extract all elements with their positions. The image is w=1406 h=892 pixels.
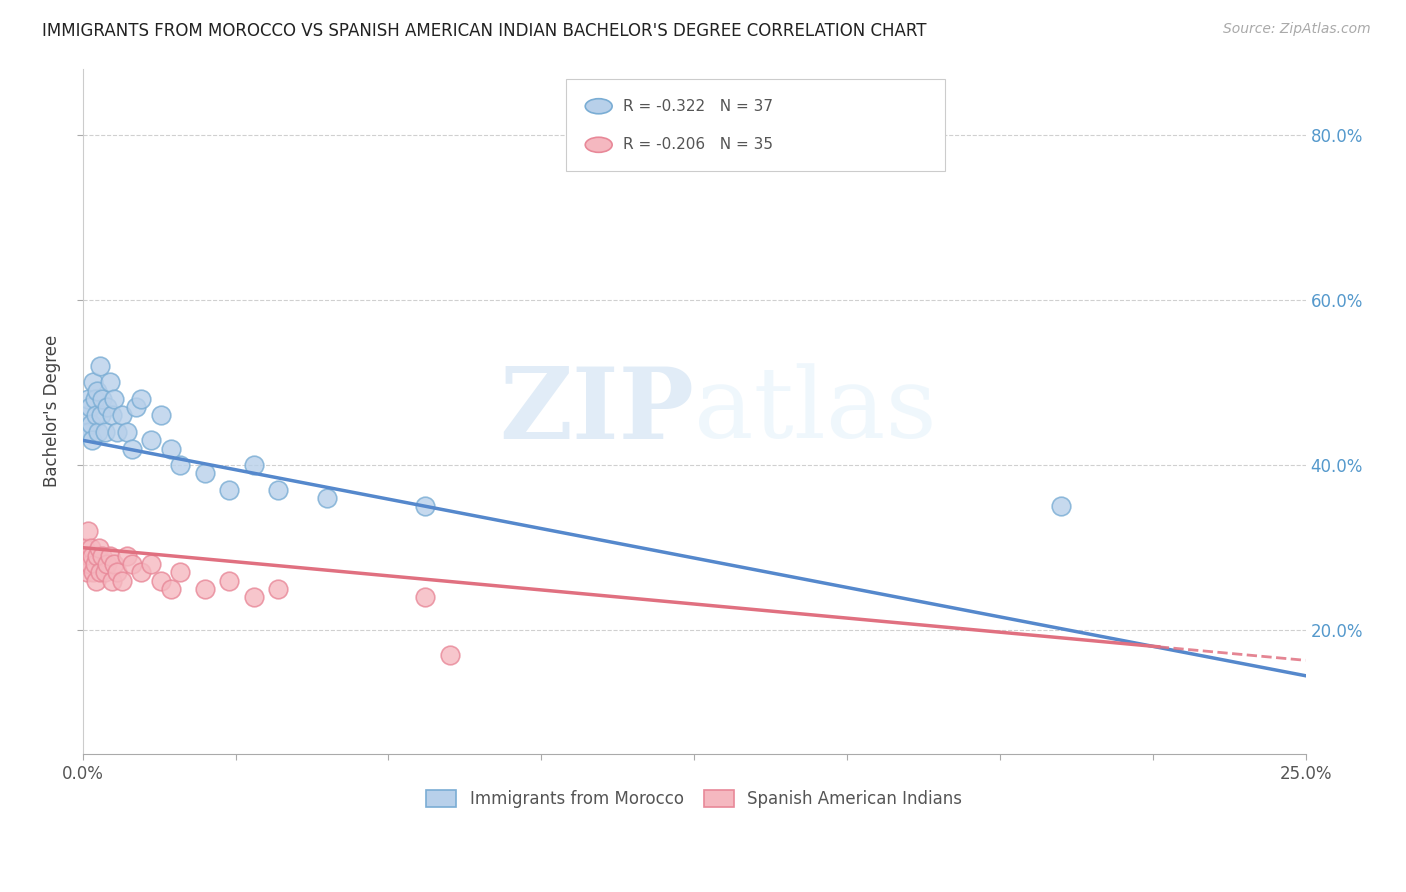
Point	[218, 483, 240, 497]
Text: IMMIGRANTS FROM MOROCCO VS SPANISH AMERICAN INDIAN BACHELOR'S DEGREE CORRELATION: IMMIGRANTS FROM MOROCCO VS SPANISH AMERI…	[42, 22, 927, 40]
Point	[76, 409, 98, 423]
Point	[89, 359, 111, 373]
Point	[87, 541, 110, 555]
Point	[86, 409, 108, 423]
Point	[79, 558, 101, 572]
Point	[159, 582, 181, 596]
Point	[111, 409, 134, 423]
Point	[93, 566, 115, 580]
Point	[149, 409, 172, 423]
Point	[267, 582, 290, 596]
Point	[115, 549, 138, 563]
Point	[91, 392, 114, 406]
FancyBboxPatch shape	[565, 78, 945, 171]
Point	[316, 491, 339, 505]
Point	[131, 566, 153, 580]
Point	[86, 549, 108, 563]
Point	[79, 401, 101, 415]
Point	[125, 401, 148, 415]
Y-axis label: Bachelor's Degree: Bachelor's Degree	[44, 335, 60, 488]
Point	[75, 558, 97, 572]
Point	[218, 574, 240, 588]
Point	[121, 442, 143, 456]
Point	[80, 541, 103, 555]
Point	[105, 566, 128, 580]
Point	[86, 574, 108, 588]
Point	[82, 376, 104, 390]
Point	[96, 558, 118, 572]
Point	[194, 467, 217, 481]
Point	[101, 574, 124, 588]
Point	[413, 500, 436, 514]
Point	[77, 425, 100, 439]
Point	[194, 582, 217, 596]
Point	[96, 401, 118, 415]
Point	[75, 541, 97, 555]
Point	[413, 591, 436, 605]
Point	[159, 442, 181, 456]
Point	[80, 417, 103, 431]
Text: R = -0.322   N = 37: R = -0.322 N = 37	[623, 99, 773, 114]
Point	[115, 425, 138, 439]
Point	[82, 434, 104, 448]
Point	[80, 549, 103, 563]
Point	[86, 384, 108, 398]
Point	[267, 483, 290, 497]
Point	[139, 558, 162, 572]
Point	[75, 425, 97, 439]
Point	[103, 558, 125, 572]
Point	[243, 591, 266, 605]
Point	[82, 566, 104, 580]
Text: atlas: atlas	[695, 363, 936, 459]
Point	[76, 566, 98, 580]
Point	[103, 392, 125, 406]
Point	[169, 458, 191, 472]
Point	[76, 392, 98, 406]
Point	[89, 566, 111, 580]
Point	[83, 392, 105, 406]
Text: Source: ZipAtlas.com: Source: ZipAtlas.com	[1223, 22, 1371, 37]
Legend: Immigrants from Morocco, Spanish American Indians: Immigrants from Morocco, Spanish America…	[419, 783, 969, 814]
Circle shape	[585, 99, 612, 114]
Point	[93, 425, 115, 439]
Point	[98, 376, 121, 390]
Point	[83, 558, 105, 572]
Point	[1050, 500, 1073, 514]
Point	[131, 392, 153, 406]
Point	[169, 566, 191, 580]
Point	[121, 558, 143, 572]
Point	[139, 434, 162, 448]
Circle shape	[585, 137, 612, 153]
Point	[90, 409, 112, 423]
Point	[105, 425, 128, 439]
Point	[149, 574, 172, 588]
Point	[439, 648, 461, 662]
Point	[87, 425, 110, 439]
Point	[77, 549, 100, 563]
Text: R = -0.206   N = 35: R = -0.206 N = 35	[623, 137, 773, 153]
Point	[91, 549, 114, 563]
Point	[111, 574, 134, 588]
Point	[98, 549, 121, 563]
Text: ZIP: ZIP	[499, 363, 695, 460]
Point	[77, 524, 100, 538]
Point	[243, 458, 266, 472]
Point	[101, 409, 124, 423]
